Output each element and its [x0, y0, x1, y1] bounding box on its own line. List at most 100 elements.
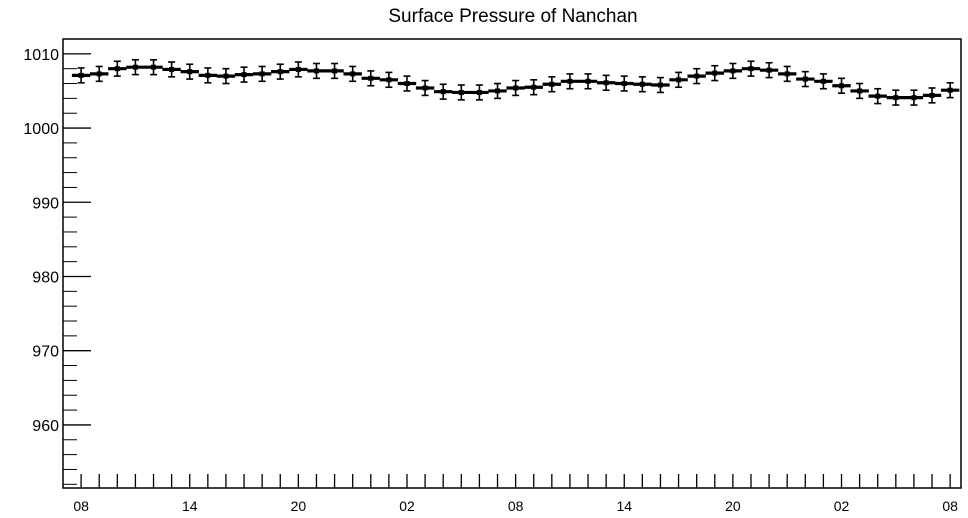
data-marker	[295, 66, 301, 72]
data-marker	[947, 87, 953, 93]
data-point	[415, 79, 435, 97]
data-point	[361, 70, 380, 87]
data-point	[759, 61, 779, 79]
data-point	[578, 73, 598, 90]
data-marker	[549, 81, 555, 87]
data-point	[71, 67, 91, 84]
data-point	[524, 79, 543, 96]
data-marker	[350, 71, 356, 77]
data-marker	[585, 78, 591, 84]
data-marker	[730, 68, 736, 74]
data-point	[452, 84, 471, 101]
data-point	[615, 75, 634, 92]
data-point	[488, 82, 507, 100]
data-point	[252, 65, 272, 83]
data-point	[325, 62, 344, 80]
data-marker	[802, 76, 808, 82]
data-marker	[368, 75, 374, 81]
data-marker	[277, 69, 283, 75]
data-marker	[313, 68, 319, 74]
chart-title: Surface Pressure of Nanchan	[388, 6, 637, 27]
data-point	[741, 60, 761, 77]
x-tick-label: 02	[834, 498, 850, 514]
data-point	[705, 64, 724, 82]
data-point	[922, 87, 942, 104]
data-point	[669, 71, 688, 89]
data-marker	[114, 66, 120, 72]
data-point	[814, 73, 833, 90]
data-marker	[513, 85, 519, 91]
data-marker	[404, 81, 410, 87]
data-point	[832, 77, 851, 94]
data-marker	[839, 83, 845, 89]
x-tick-label: 08	[942, 498, 958, 514]
x-tick-label: 20	[725, 498, 741, 514]
data-point	[397, 75, 417, 92]
data-marker	[132, 64, 138, 70]
data-point	[651, 76, 670, 94]
y-tick-label: 1000	[23, 121, 59, 138]
data-point	[234, 66, 254, 83]
data-point	[940, 81, 960, 99]
data-marker	[440, 89, 446, 95]
x-tick-label: 20	[291, 498, 307, 514]
data-marker	[386, 77, 392, 83]
data-marker	[657, 82, 663, 88]
data-marker	[820, 78, 826, 84]
data-marker	[205, 72, 211, 78]
x-tick-label: 08	[508, 498, 524, 514]
data-marker	[187, 69, 193, 75]
data-marker	[676, 77, 682, 83]
data-point	[307, 62, 326, 80]
y-tick-label: 990	[32, 195, 59, 212]
y-tick-label: 980	[32, 269, 59, 286]
data-marker	[766, 67, 772, 73]
data-marker	[639, 81, 645, 87]
y-tick-label: 1010	[23, 47, 59, 64]
data-point	[506, 79, 525, 97]
data-point	[687, 67, 706, 85]
data-point	[379, 71, 399, 89]
x-tick-label: 08	[73, 498, 89, 514]
data-marker	[223, 73, 229, 79]
data-marker	[78, 72, 84, 78]
data-point	[162, 61, 181, 78]
data-point	[470, 84, 489, 101]
data-point	[633, 76, 652, 93]
data-point	[108, 60, 127, 77]
y-tick-label: 960	[32, 418, 59, 435]
data-point	[144, 58, 163, 76]
data-point	[90, 65, 109, 83]
data-marker	[259, 71, 265, 77]
data-marker	[332, 68, 338, 74]
x-tick-label: 14	[616, 498, 632, 514]
data-marker	[422, 85, 428, 91]
data-marker	[567, 78, 573, 84]
data-point	[216, 67, 236, 85]
data-point	[560, 73, 580, 90]
data-marker	[784, 71, 790, 77]
data-point	[343, 65, 362, 83]
data-marker	[911, 95, 917, 101]
data-point	[542, 76, 562, 93]
data-point	[777, 65, 797, 83]
data-marker	[748, 66, 754, 72]
data-marker	[875, 93, 881, 99]
y-tick-label: 970	[32, 344, 59, 361]
data-marker	[241, 72, 247, 78]
data-marker	[929, 92, 935, 98]
data-point	[723, 62, 743, 80]
data-point	[850, 82, 869, 100]
data-marker	[712, 70, 718, 76]
data-point	[904, 89, 924, 106]
x-tick-label: 14	[182, 498, 198, 514]
data-marker	[495, 88, 501, 94]
data-point	[596, 74, 616, 92]
data-marker	[458, 89, 464, 95]
x-tick-label: 02	[399, 498, 415, 514]
data-marker	[169, 66, 175, 72]
data-marker	[694, 73, 700, 79]
data-point	[289, 61, 308, 78]
data-marker	[621, 81, 627, 87]
